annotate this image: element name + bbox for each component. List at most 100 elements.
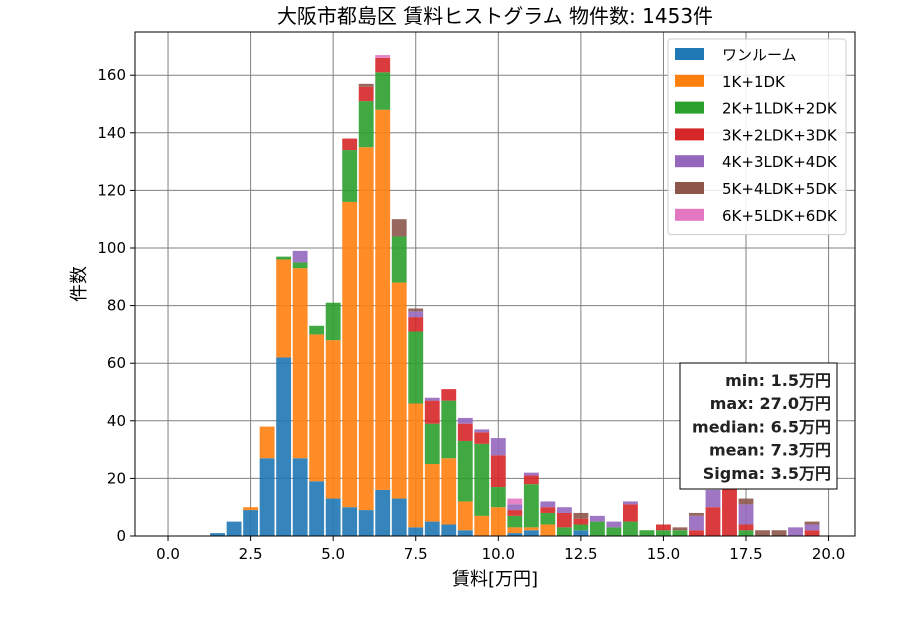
histogram-bar [556, 527, 572, 536]
histogram-bar [589, 521, 605, 536]
histogram-bar [358, 83, 374, 87]
histogram-bar [424, 423, 440, 464]
histogram-bar [573, 524, 589, 531]
histogram-bar [276, 259, 292, 358]
axis-ticks: 0.0 2.5 5.0 7.5 10.0 12.5 15.0 17.5 20.0 0 20 40 60 8… [97, 66, 845, 563]
histogram-bar [705, 507, 721, 536]
histogram-bar [342, 201, 358, 508]
histogram-bar [375, 57, 391, 73]
histogram-bar [705, 489, 721, 508]
histogram-bar [689, 530, 704, 536]
x-tick-label: 7.5 [404, 545, 428, 563]
histogram-bar [441, 458, 457, 525]
y-tick-label: 60 [107, 354, 126, 372]
legend-entry: 4K+3LDK+4DK [722, 153, 838, 171]
histogram-bar [408, 403, 424, 528]
histogram-bar [804, 524, 820, 531]
histogram-bar [622, 501, 638, 505]
histogram-bar [309, 325, 325, 335]
histogram-bar [540, 507, 556, 513]
histogram-bar [639, 530, 655, 536]
histogram-bar [408, 331, 424, 404]
legend-swatch [675, 208, 704, 221]
histogram-bar [441, 400, 457, 459]
x-tick-label: 0.0 [156, 545, 180, 563]
legend-box [667, 38, 847, 236]
histogram-bar [457, 530, 473, 536]
histogram-bar [556, 512, 572, 528]
legend-entry: 1K+1DK [722, 73, 786, 91]
histogram-bar [474, 515, 490, 536]
histogram-bar [342, 138, 358, 151]
histogram-bar [738, 498, 754, 505]
legend-swatch [675, 128, 704, 141]
histogram-bar [259, 426, 275, 459]
histogram-bar [276, 256, 292, 260]
histogram-bar [441, 524, 457, 536]
histogram-bar [540, 501, 556, 508]
y-tick-label: 0 [116, 527, 126, 545]
histogram-bar [722, 481, 737, 536]
histogram-bar [540, 524, 556, 536]
histogram-bar [804, 530, 820, 536]
histogram-bar [523, 475, 539, 485]
y-tick-label: 20 [107, 469, 126, 487]
histogram-bar [507, 498, 523, 505]
histogram-bar [804, 521, 820, 525]
histogram-bar [408, 317, 424, 332]
x-axis-label: 賃料[万円] [452, 569, 538, 590]
histogram-bar [573, 530, 589, 536]
histogram-bar [622, 504, 638, 522]
histogram-bar [325, 340, 341, 499]
histogram-bar [375, 109, 391, 490]
legend-entry: 3K+2LDK+3DK [722, 126, 838, 144]
x-tick-label: 20.0 [812, 545, 845, 563]
stats-line: median: 6.5万円 [692, 417, 831, 436]
histogram-bar [490, 455, 506, 488]
bars [210, 55, 820, 536]
histogram-bar [606, 527, 622, 536]
legend-entry: 5K+4LDK+5DK [722, 180, 838, 198]
x-tick-label: 5.0 [321, 545, 345, 563]
x-tick-label: 10.0 [482, 545, 515, 563]
histogram-bar [672, 530, 688, 536]
histogram-bar [292, 268, 308, 459]
histogram-bar [358, 510, 374, 536]
histogram-bar [556, 507, 572, 513]
histogram-bar [391, 498, 407, 536]
legend-entry: ワンルーム [722, 46, 797, 64]
histogram-bar [226, 521, 242, 536]
y-axis-label: 件数 [69, 266, 90, 302]
x-tick-label: 2.5 [239, 545, 263, 563]
histogram-bar [457, 417, 473, 424]
histogram-bar [738, 504, 754, 525]
histogram-bar [457, 423, 473, 441]
histogram-bar [243, 507, 259, 511]
histogram-bar [358, 86, 374, 102]
histogram-bar [358, 101, 374, 148]
histogram-bar [474, 432, 490, 444]
x-tick-label: 15.0 [647, 545, 680, 563]
stats-line: min: 1.5万円 [725, 371, 831, 390]
histogram-bar [408, 527, 424, 536]
histogram-bar [573, 512, 589, 519]
histogram-bar [424, 464, 440, 522]
legend-swatch [675, 101, 704, 114]
x-tick-label: 17.5 [729, 545, 762, 563]
histogram-bar [243, 510, 259, 536]
histogram-bar [606, 521, 622, 528]
histogram-bar [523, 530, 539, 536]
histogram-bar [507, 510, 523, 516]
y-tick-label: 120 [97, 181, 126, 199]
y-tick-label: 40 [107, 412, 126, 430]
histogram-bar [573, 518, 589, 525]
histogram-bar [457, 440, 473, 502]
histogram-bar [507, 527, 523, 534]
legend-swatch [675, 74, 704, 87]
histogram-bar [656, 530, 671, 536]
histogram-bar [656, 524, 671, 531]
histogram-bar [358, 147, 374, 511]
histogram-bar [523, 472, 539, 476]
